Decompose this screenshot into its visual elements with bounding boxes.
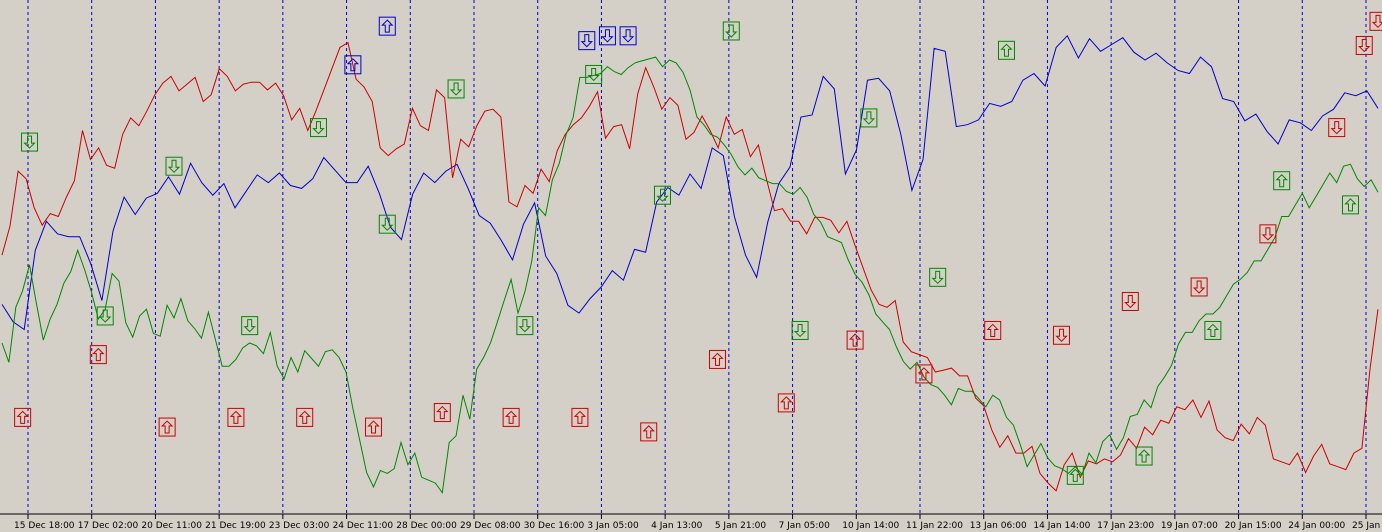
red-up-arrow-icon [502, 407, 520, 427]
x-tick-label: 4 Jan 13:00 [651, 521, 703, 531]
x-tick-label: 19 Jan 07:00 [1161, 521, 1218, 531]
x-tick-label: 5 Jan 21:00 [715, 521, 767, 531]
green-down-arrow-icon [791, 320, 809, 340]
blue-down-arrow-icon [619, 26, 637, 46]
red-up-arrow-icon [227, 407, 245, 427]
x-tick-label: 14 Jan 14:00 [1033, 521, 1090, 531]
red-up-arrow-icon [777, 393, 795, 413]
blue-down-arrow-icon [578, 31, 596, 51]
x-tick-label: 20 Jan 15:00 [1225, 521, 1282, 531]
red-down-arrow-icon [1259, 224, 1277, 244]
green-down-arrow-icon [653, 185, 671, 205]
green-up-arrow-icon [1204, 320, 1222, 340]
red-up-arrow-icon [709, 349, 727, 369]
red-down-arrow-icon [1190, 277, 1208, 297]
x-tick-label: 24 Jan 00:00 [1288, 521, 1345, 531]
green-down-arrow-icon [378, 214, 396, 234]
series-line-1 [1, 41, 1379, 492]
red-up-arrow-icon [89, 345, 107, 365]
red-up-arrow-icon [433, 403, 451, 423]
red-up-arrow-icon [571, 407, 589, 427]
x-tick-label: 24 Dec 11:00 [333, 521, 394, 531]
red-up-arrow-icon [640, 422, 658, 442]
x-tick-label: 20 Dec 11:00 [141, 521, 202, 531]
blue-up-arrow-icon [378, 16, 396, 36]
x-tick-label: 17 Dec 02:00 [78, 521, 139, 531]
x-tick-label: 13 Jan 06:00 [970, 521, 1027, 531]
series-line-2 [1, 56, 1379, 495]
green-down-arrow-icon [241, 316, 259, 336]
red-up-arrow-icon [846, 330, 864, 350]
red-down-arrow-icon [1328, 118, 1346, 138]
grid [27, 0, 1367, 514]
x-tick-label: 21 Dec 19:00 [205, 521, 266, 531]
red-down-arrow-icon [1121, 291, 1139, 311]
red-up-arrow-icon [158, 417, 176, 437]
markers-group [14, 11, 1382, 485]
red-up-arrow-icon [296, 407, 314, 427]
series-group [1, 34, 1379, 495]
x-tick-label: 28 Dec 00:00 [396, 521, 457, 531]
x-tick-label: 15 Dec 18:00 [14, 521, 75, 531]
green-up-arrow-icon [997, 40, 1015, 60]
x-tick-label: 17 Jan 23:00 [1097, 521, 1154, 531]
x-tick-label: 23 Dec 03:00 [269, 521, 330, 531]
x-axis: 15 Dec 18:00 17 Dec 02:00 20 Dec 11:00 21 D… [0, 513, 1382, 531]
green-down-arrow-icon [585, 64, 603, 84]
red-down-arrow-icon [1053, 325, 1071, 345]
green-down-arrow-icon [447, 79, 465, 99]
x-tick-label: 25 Jan [1352, 521, 1380, 531]
green-up-arrow-icon [1273, 171, 1291, 191]
green-up-arrow-icon [1066, 465, 1084, 485]
red-down-arrow-icon [1369, 11, 1382, 31]
green-up-arrow-icon [1341, 195, 1359, 215]
red-up-arrow-icon [14, 407, 32, 427]
green-down-arrow-icon [165, 156, 183, 176]
series-line-0 [1, 34, 1379, 331]
x-tick-label: 7 Jan 05:00 [779, 521, 831, 531]
x-tick-label: 10 Jan 14:00 [842, 521, 899, 531]
blue-up-arrow-icon [344, 55, 362, 75]
red-up-arrow-icon [915, 364, 933, 384]
green-down-arrow-icon [96, 306, 114, 326]
x-tick-label: 30 Dec 16:00 [524, 521, 585, 531]
red-down-arrow-icon [1355, 35, 1373, 55]
green-up-arrow-icon [1135, 446, 1153, 466]
red-up-arrow-icon [365, 417, 383, 437]
red-up-arrow-icon [984, 320, 1002, 340]
green-down-arrow-icon [21, 132, 39, 152]
x-tick-label: 29 Dec 08:00 [460, 521, 521, 531]
blue-down-arrow-icon [598, 26, 616, 46]
x-tick-label: 3 Jan 05:00 [587, 521, 639, 531]
green-down-arrow-icon [929, 267, 947, 287]
green-down-arrow-icon [516, 316, 534, 336]
green-down-arrow-icon [722, 21, 740, 41]
green-down-arrow-icon [309, 118, 327, 138]
x-tick-label: 11 Jan 22:00 [906, 521, 963, 531]
green-down-arrow-icon [860, 108, 878, 128]
